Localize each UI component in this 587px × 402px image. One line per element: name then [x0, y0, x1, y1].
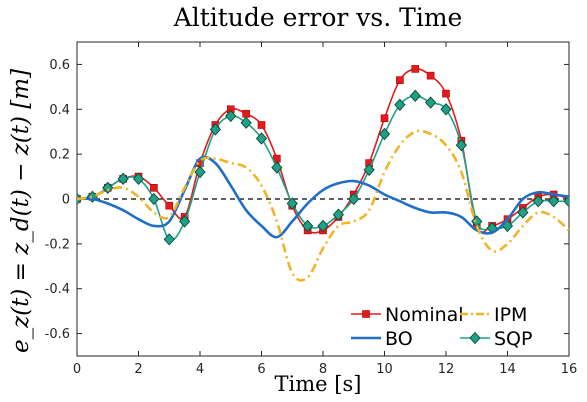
- y-tick-label: -0.4: [45, 282, 70, 297]
- series-point-sqp: [286, 197, 298, 210]
- series-point-nominal: [380, 114, 389, 123]
- series-point-sqp: [440, 103, 452, 116]
- series-point-sqp: [209, 123, 221, 136]
- series-point-nominal: [242, 109, 250, 118]
- series-point-nominal: [396, 76, 404, 84]
- y-tick-label: -0.6: [45, 327, 70, 342]
- series-line-sqp: [77, 95, 569, 241]
- x-tick-label: 10: [376, 362, 393, 377]
- legend-label-nominal: Nominal: [385, 304, 464, 326]
- plot-area: 0 2 4 6 8 10 12 14 16 -0.6 -0.4 -0.2 0 0.2 0.4 0.6: [45, 41, 578, 377]
- series-point-sqp: [179, 215, 191, 228]
- series-point-sqp: [348, 192, 360, 206]
- series-point-sqp: [317, 219, 329, 233]
- series-point-sqp: [148, 192, 160, 206]
- legend-label-ipm: IPM: [494, 304, 527, 326]
- y-axis-label: e_z(t) = z_d(t) − z(t) [m]: [8, 69, 34, 353]
- y-tick-label: 0.6: [49, 58, 70, 73]
- legend: Nominal IPM BO SQP: [351, 304, 532, 350]
- series-point-sqp: [548, 195, 560, 208]
- series-point-sqp: [132, 172, 145, 185]
- series-line-bo: [77, 155, 569, 239]
- series-point-sqp: [425, 96, 437, 109]
- series-point-sqp: [563, 195, 569, 208]
- series-point-sqp: [332, 208, 344, 221]
- legend-marker-sqp: [469, 331, 481, 345]
- series-point-sqp: [378, 127, 391, 141]
- x-tick-label: 12: [438, 362, 455, 377]
- legend-label-sqp: SQP: [494, 328, 532, 350]
- chart-title: Altitude error vs. Time: [173, 3, 463, 32]
- series-point-nominal: [442, 89, 450, 98]
- series-group: [77, 65, 569, 282]
- series-point-sqp: [240, 116, 252, 129]
- series-point-nominal: [150, 183, 158, 192]
- y-tick-label: -0.2: [45, 237, 70, 252]
- series-point-sqp: [255, 132, 268, 145]
- y-tick-label: 0.2: [49, 148, 70, 163]
- x-axis-label: Time [s]: [275, 372, 362, 396]
- series-point-sqp: [517, 206, 529, 219]
- series-line-ipm: [77, 129, 569, 282]
- x-tick-label: 4: [196, 362, 204, 377]
- x-tick-label: 16: [561, 362, 578, 377]
- x-tick-label: 0: [73, 362, 81, 377]
- series-point-sqp: [102, 181, 114, 194]
- series-point-sqp: [455, 139, 467, 152]
- series-point-sqp: [409, 89, 421, 102]
- x-tick-label: 8: [319, 362, 327, 377]
- series-point-sqp: [394, 98, 406, 111]
- x-tick-label: 6: [257, 362, 265, 377]
- y-tick-label: 0.4: [49, 103, 70, 118]
- series-point-sqp: [271, 161, 283, 174]
- series-point-sqp: [225, 109, 237, 123]
- series-point-sqp: [302, 219, 314, 233]
- legend-marker-nominal: [362, 310, 370, 318]
- series-point-sqp: [363, 163, 375, 177]
- x-tick-label: 14: [499, 362, 516, 377]
- y-tick-label: 0: [62, 193, 70, 208]
- legend-label-bo: BO: [385, 328, 413, 350]
- series-point-sqp: [532, 195, 544, 208]
- series-point-sqp: [117, 172, 129, 185]
- series-point-sqp: [163, 233, 175, 246]
- series-point-nominal: [411, 65, 420, 73]
- series-point-nominal: [165, 201, 174, 210]
- x-tick-label: 2: [134, 362, 142, 377]
- series-point-nominal: [257, 121, 266, 129]
- series-point-sqp: [194, 165, 206, 179]
- series-point-nominal: [426, 71, 435, 80]
